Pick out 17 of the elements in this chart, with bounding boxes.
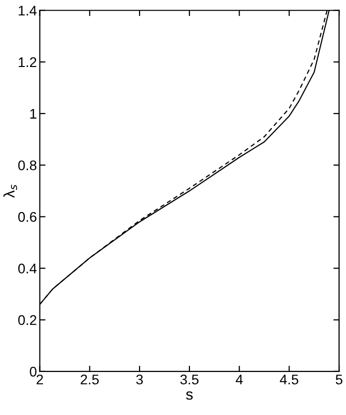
x-tick-label: 2.5 <box>80 374 99 384</box>
x-tick-label: 3 <box>136 374 143 384</box>
y-tick-label: 1.2 <box>18 57 36 67</box>
y-tick-label: 0 <box>30 366 36 377</box>
y-tick-label: 0.4 <box>18 264 37 274</box>
x-tick-label: 5 <box>336 374 342 384</box>
x-tick-label: 3.5 <box>180 374 199 384</box>
x-tick-label: 4 <box>236 374 243 384</box>
y-tick-label: 0.2 <box>18 315 36 326</box>
y-tick-label: 0.8 <box>18 160 36 170</box>
y-tick-label: 0.6 <box>18 212 36 222</box>
y-axis-title: λ$_{s}$ <box>3 184 18 198</box>
y-tick-label: 1 <box>30 109 36 119</box>
x-axis-title: s <box>186 391 193 400</box>
x-tick-label: 4.5 <box>280 374 298 384</box>
x-tick-label: 2 <box>36 374 43 384</box>
y-tick-label: 1.4 <box>18 6 37 16</box>
